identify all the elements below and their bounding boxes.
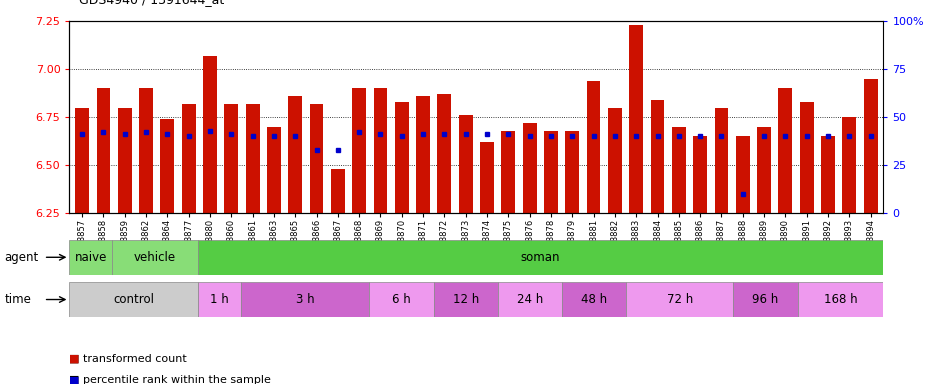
Bar [69,240,112,275]
Bar [480,142,494,213]
Bar [800,102,814,213]
Bar [139,88,153,213]
Bar [395,102,409,213]
Bar [204,56,217,213]
Bar [714,108,728,213]
Bar [160,119,174,213]
Bar [797,282,883,317]
Bar [864,79,878,213]
Bar [544,131,558,213]
Bar [96,88,110,213]
Bar [758,127,771,213]
Text: ■: ■ [69,375,80,384]
Bar [331,169,345,213]
Bar [672,127,685,213]
Bar [112,240,198,275]
Bar [182,104,195,213]
Text: agent: agent [5,251,39,264]
Bar [246,104,260,213]
Bar [198,282,240,317]
Bar [117,108,131,213]
Text: 3 h: 3 h [296,293,314,306]
Bar [565,131,579,213]
Bar [629,25,643,213]
Bar [69,282,198,317]
Bar [75,108,89,213]
Bar [735,136,749,213]
Bar [289,96,302,213]
Text: vehicle: vehicle [134,251,176,264]
Text: 24 h: 24 h [517,293,543,306]
Bar [198,240,883,275]
Bar [225,104,239,213]
Bar [416,96,430,213]
Bar [821,136,835,213]
Text: GDS4940 / 1391644_at: GDS4940 / 1391644_at [79,0,224,6]
Bar [352,88,366,213]
Text: 48 h: 48 h [581,293,607,306]
Bar [779,88,793,213]
Bar [586,81,600,213]
Bar [459,115,473,213]
Text: time: time [5,293,31,306]
Text: 12 h: 12 h [452,293,479,306]
Text: 168 h: 168 h [824,293,857,306]
Bar [693,136,707,213]
Bar [434,282,498,317]
Bar [498,282,562,317]
Bar [562,282,626,317]
Bar [650,100,664,213]
Text: soman: soman [521,251,561,264]
Bar [523,123,536,213]
Bar [843,117,857,213]
Text: ■ percentile rank within the sample: ■ percentile rank within the sample [69,375,271,384]
Bar [626,282,734,317]
Bar [240,282,369,317]
Bar [734,282,797,317]
Bar [369,282,434,317]
Text: control: control [113,293,154,306]
Text: ■: ■ [69,354,80,364]
Text: ■ transformed count: ■ transformed count [69,354,187,364]
Bar [438,94,451,213]
Text: 72 h: 72 h [667,293,693,306]
Bar [608,108,622,213]
Text: naive: naive [75,251,107,264]
Bar [501,131,515,213]
Bar [267,127,281,213]
Bar [310,104,324,213]
Text: 1 h: 1 h [210,293,228,306]
Text: 6 h: 6 h [392,293,411,306]
Text: 96 h: 96 h [752,293,779,306]
Bar [374,88,388,213]
